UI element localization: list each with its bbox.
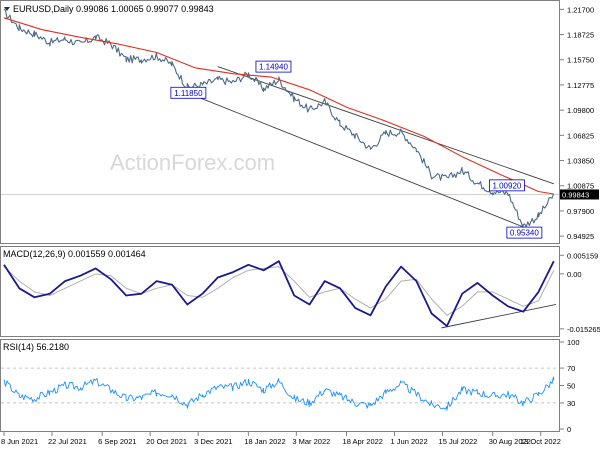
macd-line (3, 260, 555, 327)
watermark: ActionForex.com (110, 150, 275, 175)
macd-signal-line (3, 266, 555, 316)
price-panel-title: EURUSD,Daily 0.99086 1.00065 0.99077 0.9… (13, 4, 214, 14)
moving-average-line (3, 17, 554, 195)
rsi-y-tick-label: 70 (567, 364, 575, 373)
current-price-label: 0.99843 (562, 190, 589, 199)
rsi-y-tick-label: 30 (567, 399, 575, 408)
x-tick-label: 20 Oct 2021 (146, 437, 187, 446)
macd-y-tick-label: 0.005159 (567, 251, 598, 260)
rsi-line (3, 376, 555, 411)
rsi-panel: RSI(14) 56.2180 (0, 339, 560, 432)
level-label-box (506, 226, 543, 239)
x-tick-label: 18 Jan 2022 (244, 437, 285, 446)
price-y-tick-label: 1.18725 (567, 31, 594, 40)
macd-y-tick-label: 0.00 (567, 270, 582, 279)
collapse-triangle-icon[interactable] (4, 7, 10, 11)
rsi-y-axis: 100 70 50 30 0 (560, 338, 580, 434)
price-y-tick-label: 1.06825 (567, 131, 594, 140)
level-label: 0.95340 (510, 229, 539, 238)
channel-trendline (217, 66, 554, 185)
price-y-tick-label: 1.21700 (567, 5, 594, 14)
price-panel: EURUSD,Daily 0.99086 1.00065 0.99077 0.9… (0, 0, 560, 244)
rsi-y-tick-label: 50 (567, 382, 575, 391)
price-y-tick-label: 0.97900 (567, 207, 594, 216)
level-label: 1.11850 (174, 89, 203, 98)
price-y-tick-label: 1.15750 (567, 56, 594, 65)
level-label-box (489, 179, 525, 192)
level-label: 1.00920 (492, 181, 521, 190)
level-label: 1.14940 (259, 63, 288, 72)
macd-trendline (441, 304, 557, 329)
x-tick-label: 15 Jul 2022 (439, 437, 478, 446)
price-y-tick-label: 1.09800 (567, 106, 594, 115)
x-tick-label: 8 Jun 2021 (1, 437, 38, 446)
x-tick-label: 22 Jul 2021 (48, 437, 87, 446)
rsi-panel-title: RSI(14) 56.2180 (3, 342, 69, 352)
macd-panel: MACD(12,26,9) 0.001559 0.001464 (0, 246, 560, 337)
level-label-box (255, 60, 292, 73)
x-tick-label: 18 Apr 2022 (343, 437, 383, 446)
current-price-marker (560, 189, 599, 200)
x-axis: 8 Jun 2021 22 Jul 2021 6 Sep 2021 20 Oct 20… (1, 432, 561, 446)
price-y-axis: 1.21700 1.18725 1.15750 1.12775 1.09800 1.068… (560, 5, 599, 241)
price-y-tick-label: 1.00875 (567, 182, 594, 191)
rsi-y-tick-label: 0 (567, 425, 571, 434)
channel-trendline (187, 92, 538, 234)
price-y-tick-label: 1.12775 (567, 81, 594, 90)
price-y-tick-label: 0.94925 (567, 232, 594, 241)
price-y-tick-label: 1.03850 (567, 157, 594, 166)
x-tick-label: 6 Sep 2021 (98, 437, 136, 446)
macd-panel-title: MACD(12,26,9) 0.001559 0.001464 (3, 249, 146, 259)
macd-y-tick-label: -0.015265 (567, 325, 600, 334)
x-tick-label: 3 Mar 2022 (292, 437, 330, 446)
level-label-box (170, 86, 207, 99)
x-tick-label: 1 Jun 2022 (391, 437, 428, 446)
x-tick-label: 30 Aug 2022 (489, 437, 531, 446)
x-tick-label: 13 Oct 2022 (520, 437, 561, 446)
x-tick-label: 3 Dec 2021 (194, 437, 232, 446)
rsi-y-tick-label: 100 (567, 338, 580, 347)
macd-y-axis: 0.005159 0.00 -0.015265 (560, 251, 600, 334)
